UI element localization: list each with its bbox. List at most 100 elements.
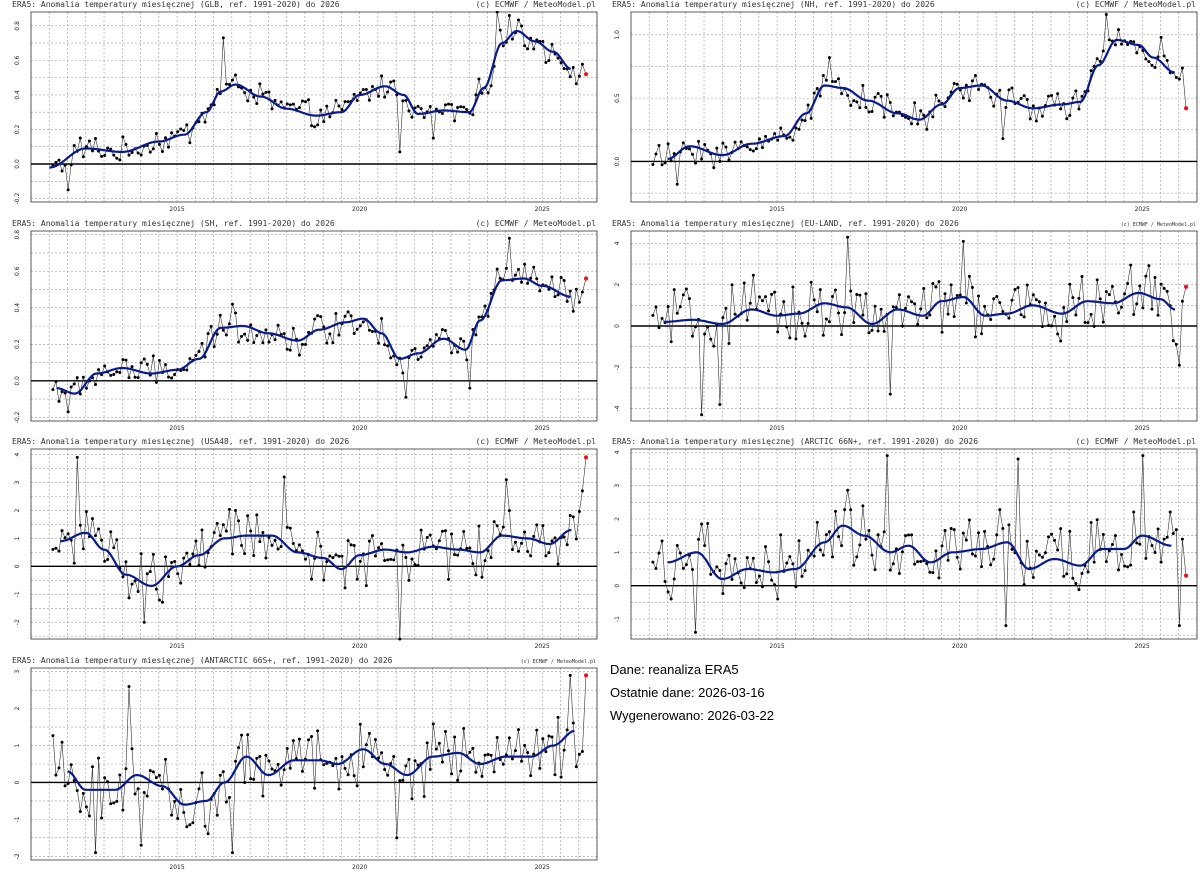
monthly-point [419,528,423,532]
monthly-point [136,590,140,594]
y-tick-label: 3 [14,480,21,484]
monthly-point [980,565,984,569]
x-tick-label: 2025 [535,206,550,213]
monthly-point [879,307,883,311]
monthly-point [164,555,168,559]
monthly-point [919,560,923,564]
monthly-point [1047,535,1051,539]
monthly-point [124,767,128,771]
monthly-point [233,311,237,315]
monthly-point [910,533,914,537]
monthly-point [176,816,180,820]
monthly-point [389,80,393,84]
monthly-point [961,239,965,243]
monthly-point [179,581,183,585]
monthly-point [258,755,262,759]
monthly-point [200,341,204,345]
monthly-point [678,551,682,555]
monthly-point [925,562,929,566]
monthly-point [516,549,520,553]
monthly-point [556,56,560,60]
monthly-point [75,789,79,793]
monthly-point [523,44,527,48]
monthly-point [1144,556,1148,560]
monthly-point [958,88,962,92]
monthly-point [694,161,698,165]
monthly-point [160,787,164,791]
monthly-point [730,577,734,581]
monthly-point [1034,298,1038,302]
monthly-point [154,587,158,591]
monthly-point [718,569,722,573]
monthly-point [510,757,514,761]
monthly-point [815,310,819,314]
monthly-point [1177,363,1181,367]
monthly-point [700,522,704,526]
monthly-point [81,791,85,795]
monthly-point [218,773,222,777]
monthly-point [1007,523,1011,527]
monthly-point [124,358,128,362]
monthly-point [130,151,134,155]
monthly-point [297,353,301,357]
monthly-point [998,508,1002,512]
monthly-point [313,786,317,790]
monthly-point [434,332,438,336]
monthly-point [922,113,926,117]
monthly-point [967,99,971,103]
monthly-point [821,333,825,337]
monthly-point [386,90,390,94]
monthly-point [389,557,393,561]
monthly-point [1132,510,1136,514]
monthly-point [1022,583,1026,587]
monthly-point [425,536,429,540]
monthly-point [243,780,247,784]
monthly-point [258,540,262,544]
monthly-point [230,851,234,855]
generated-text: Wygenerowano: 2026-03-22 [610,708,774,723]
monthly-point [51,734,55,738]
monthly-point [422,794,426,798]
monthly-point [197,349,201,353]
monthly-point [913,302,917,306]
monthly-point [876,329,880,333]
monthly-point [358,559,362,563]
monthly-point [121,135,125,139]
monthly-point [322,763,326,767]
monthly-point [1019,313,1023,317]
monthly-point [1037,553,1041,557]
monthly-point [173,372,177,376]
monthly-point [663,161,667,165]
monthly-point [937,576,941,580]
monthly-point [654,152,658,156]
monthly-point [127,684,131,688]
monthly-point [407,757,411,761]
monthly-point [690,567,694,571]
monthly-point [194,353,198,357]
y-tick-label: 2 [614,283,621,287]
monthly-point [164,136,168,140]
monthly-point [855,555,859,559]
monthly-point [1025,98,1029,102]
monthly-point [383,559,387,563]
monthly-point [94,534,98,538]
monthly-point [1162,537,1166,541]
monthly-point [185,368,189,372]
monthly-point [486,752,490,756]
monthly-point [349,314,353,318]
monthly-point [852,563,856,567]
monthly-point [858,106,862,110]
monthly-point [977,531,981,535]
monthly-point [428,767,432,771]
monthly-point [1089,520,1093,524]
monthly-point [675,311,679,315]
monthly-point [60,529,64,533]
monthly-point [395,363,399,367]
monthly-point [395,836,399,840]
monthly-point [1043,301,1047,305]
x-tick-label: 2015 [169,864,184,871]
monthly-point [255,513,259,517]
monthly-point [1110,284,1114,288]
monthly-point [800,321,804,325]
monthly-point [532,47,536,51]
